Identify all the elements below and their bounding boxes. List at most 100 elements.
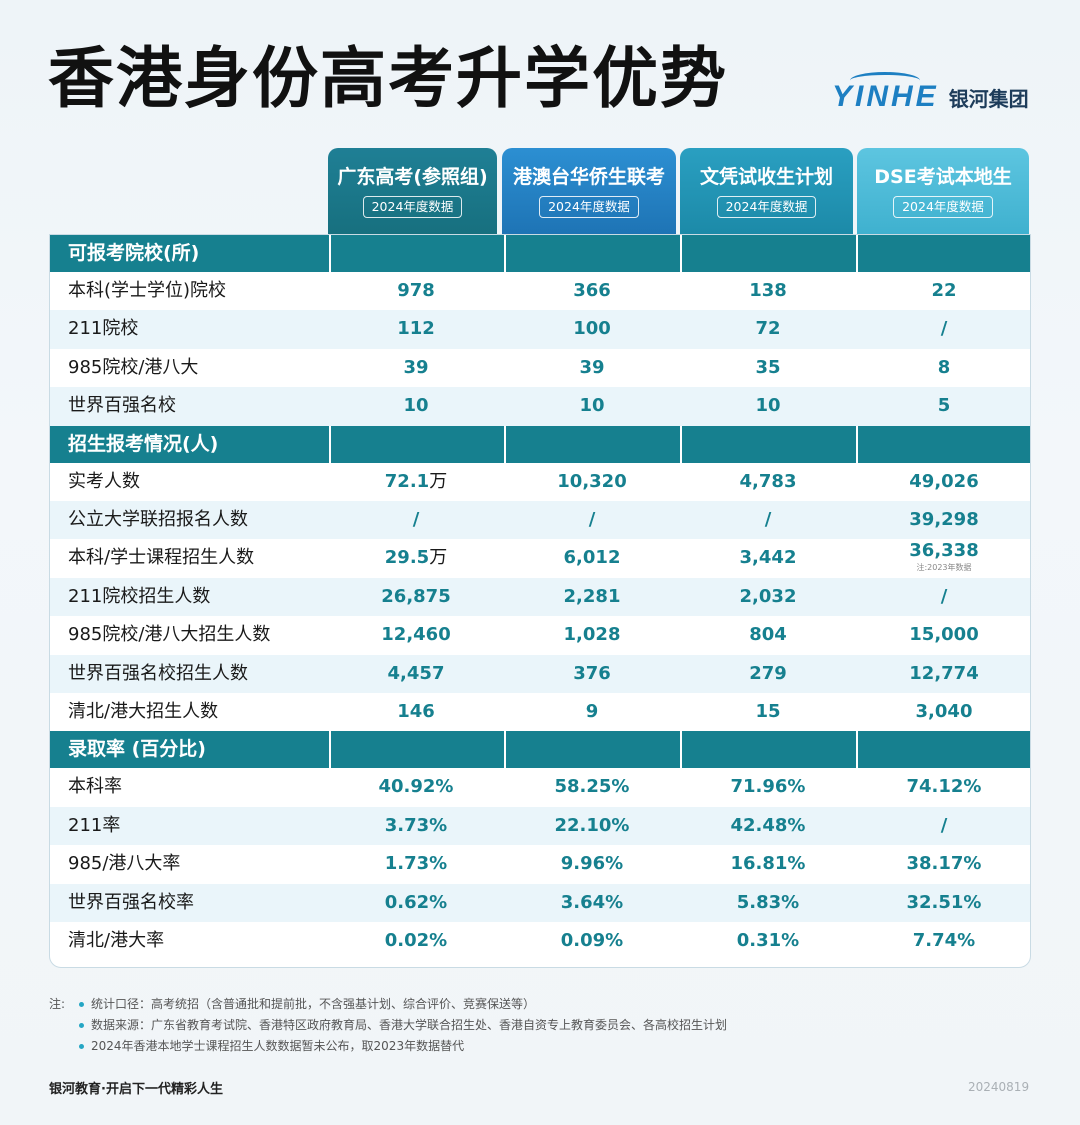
table-row: 985院校/港八大 39 39 35 8: [50, 349, 1030, 387]
table-cell: 0.02%: [329, 922, 503, 960]
row-label: 实考人数: [68, 470, 140, 492]
section-divider: [680, 731, 682, 769]
yinhe-logo: YINHE: [832, 72, 939, 114]
table-cell: 5: [857, 387, 1030, 425]
cell-value: 39: [403, 356, 429, 378]
table-cell: 29.5万: [329, 539, 503, 577]
cell-value: 0.09%: [560, 930, 624, 951]
table-cell: 4,457: [329, 655, 503, 693]
comparison-table: 可报考院校(所) 本科(学士学位)院校 978 366 138 22 211院校 112 100…: [49, 234, 1031, 968]
cell-value: 4,457: [387, 662, 445, 684]
cell-value: 112: [397, 318, 435, 340]
table-cell: /: [681, 501, 855, 539]
cell-value: 0.62%: [384, 891, 448, 913]
table-cell: 15,000: [857, 616, 1030, 654]
table-cell: 71.96%: [681, 768, 855, 806]
cell-value: 7.74%: [912, 930, 976, 951]
table-cell: 138: [681, 272, 855, 310]
table-cell: 4,783: [681, 463, 855, 501]
cell-value: 10,320: [557, 470, 627, 492]
table-cell: 978: [329, 272, 503, 310]
table-cell: 16.81%: [681, 845, 855, 883]
note-item: 数据来源：广东省教育考试院、香港特区政府教育局、香港大学联合招生处、香港自资专上…: [79, 1015, 727, 1036]
table-cell: 26,875: [329, 578, 503, 616]
cell-value: 22: [931, 280, 957, 301]
table-row: 985/港八大率 1.73% 9.96% 16.81% 38.17%: [50, 845, 1030, 883]
table-cell: 42.48%: [681, 807, 855, 845]
section-divider: [504, 235, 506, 272]
table-cell: 35: [681, 349, 855, 387]
cell-value: 366: [573, 280, 611, 301]
cell-value: 16.81%: [730, 853, 806, 875]
column-header-name: 文凭试收生计划: [699, 166, 833, 188]
section-divider: [329, 235, 331, 272]
cell-value: 49,026: [909, 470, 979, 492]
cell-value: 72.1: [384, 470, 430, 492]
row-label: 985院校/港八大招生人数: [68, 624, 271, 646]
table-cell: 3,442: [681, 539, 855, 577]
table-cell: 279: [681, 655, 855, 693]
cell-value: 71.96%: [730, 776, 806, 798]
cell-value: 35: [755, 356, 781, 378]
notes-list: 统计口径：高考统招（含普通批和提前批，不含强基计划、综合评价、竞赛保送等） 数据…: [49, 994, 727, 1057]
row-label: 211院校招生人数: [68, 585, 211, 607]
brand: YINHE 银河集团: [832, 72, 1029, 114]
cell-value: 8: [937, 356, 951, 378]
table-row: 清北/港大率 0.02% 0.09% 0.31% 7.74%: [50, 922, 1030, 960]
cell-value: 376: [573, 662, 611, 684]
table-cell: 40.92%: [329, 768, 503, 806]
notes-label: 注:: [49, 997, 66, 1011]
cell-value: 39,298: [909, 509, 979, 530]
cell-value: 804: [749, 624, 787, 646]
cell-value: /: [940, 318, 948, 340]
table-cell: 32.51%: [857, 884, 1030, 922]
cell-value: 32.51%: [906, 891, 982, 913]
section-divider: [504, 731, 506, 769]
table-cell: 376: [505, 655, 679, 693]
cell-value: 1,028: [563, 624, 621, 646]
table-cell: 49,026: [857, 463, 1030, 501]
column-header-year-badge: 2024年度数据: [362, 196, 463, 218]
table-cell: 8: [857, 349, 1030, 387]
table-cell: 72.1万: [329, 463, 503, 501]
column-header-guangdong: 广东高考(参照组) 2024年度数据: [328, 148, 497, 234]
cell-value: 29.5: [384, 547, 430, 569]
table-cell: 5.83%: [681, 884, 855, 922]
row-label: 清北/港大率: [68, 930, 165, 951]
table-cell: 36,338 注:2023年数据: [857, 539, 1030, 577]
cell-value: /: [588, 509, 596, 530]
cell-value: 3,040: [915, 701, 973, 722]
table-cell: 39: [329, 349, 503, 387]
section-divider: [680, 425, 682, 463]
table-cell: 2,032: [681, 578, 855, 616]
cell-value: 279: [749, 662, 787, 684]
row-label: 公立大学联招报名人数: [68, 509, 248, 530]
row-label: 清北/港大招生人数: [68, 701, 219, 722]
cell-value: 2,032: [739, 585, 797, 607]
cell-value: 72: [755, 318, 781, 340]
footer-code: 20240819: [968, 1080, 1030, 1094]
section-divider: [329, 731, 331, 769]
cell-value: 36,338: [909, 540, 979, 562]
table-cell: 0.62%: [329, 884, 503, 922]
section-divider: [504, 425, 506, 463]
cell-value: 978: [397, 280, 435, 301]
cell-value: 0.31%: [736, 930, 800, 951]
section-header: 招生报考情况(人): [50, 425, 1030, 463]
cell-value: 2,281: [563, 585, 621, 607]
cell-value: 138: [749, 280, 787, 301]
cell-value: 26,875: [381, 585, 451, 607]
table-cell: 10,320: [505, 463, 679, 501]
table-cell: 804: [681, 616, 855, 654]
table-row: 世界百强名校 10 10 10 5: [50, 387, 1030, 426]
cell-value: 42.48%: [730, 814, 806, 836]
table-cell: 6,012: [505, 539, 679, 577]
table-cell: 0.09%: [505, 922, 679, 960]
column-header-name: 港澳台华侨生联考: [512, 166, 665, 188]
footer-slogan: 银河教育·开启下一代精彩人生: [49, 1082, 223, 1097]
cell-value: 5: [937, 395, 951, 417]
table-cell: 2,281: [505, 578, 679, 616]
column-header-dse-admission: 文凭试收生计划 2024年度数据: [680, 148, 853, 234]
table-row: 985院校/港八大招生人数 12,460 1,028 804 15,000: [50, 616, 1030, 654]
table-cell: 10: [681, 387, 855, 425]
